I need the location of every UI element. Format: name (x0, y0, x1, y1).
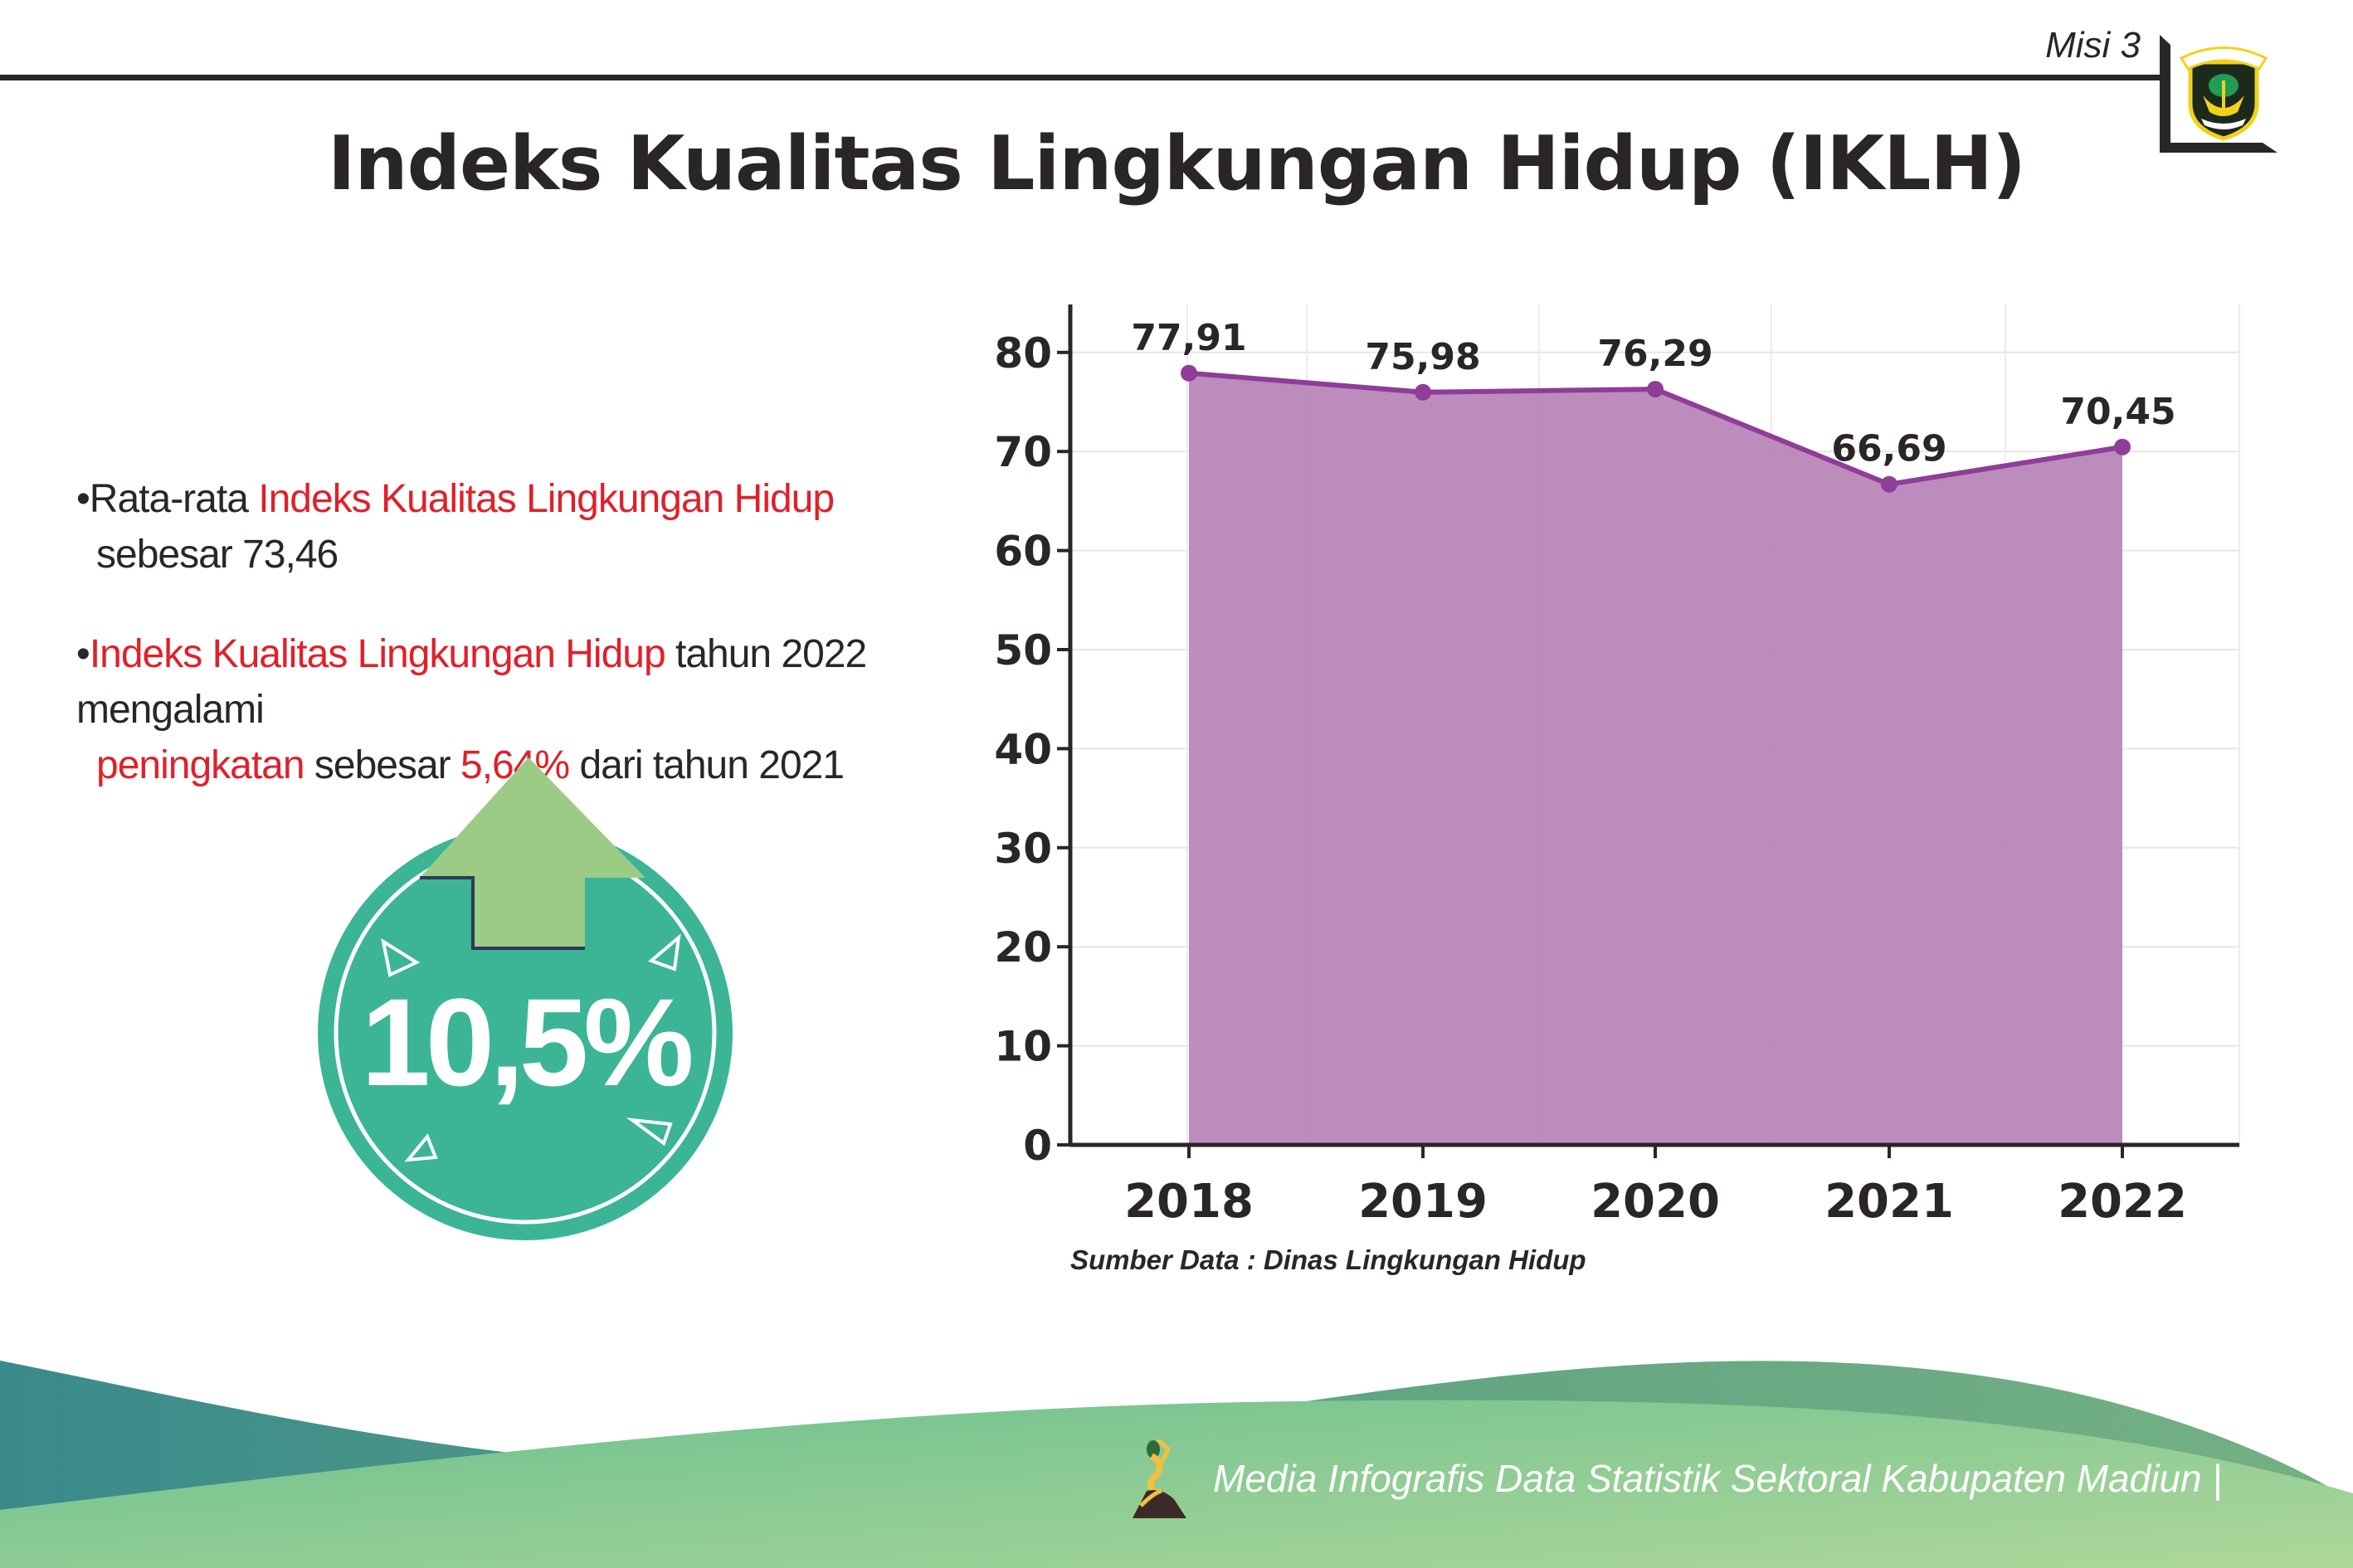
bullet-text: dari tahun 2021 (569, 743, 845, 787)
y-tick-label: 10 (994, 1023, 1052, 1071)
y-tick-label: 0 (1023, 1122, 1052, 1170)
bullet-text: tahun 2022 mengalami (76, 632, 867, 732)
infografis-mascot-icon (1133, 1439, 1186, 1518)
y-tick-label: 70 (994, 428, 1052, 476)
y-tick-label: 20 (994, 923, 1052, 971)
data-point (1881, 475, 1898, 493)
bullet-highlight: Indeks Kualitas Lingkungan Hidup (258, 477, 835, 521)
y-tick-label: 80 (994, 329, 1052, 377)
y-tick-label: 30 (994, 825, 1052, 873)
bullet-text: •Rata-rata (76, 477, 259, 521)
bullet-text: sebesar 73,46 (96, 533, 339, 577)
sparkle-icon (381, 933, 681, 1162)
data-label: 75,98 (1365, 336, 1480, 378)
badge-value: 10,5% (361, 972, 694, 1112)
data-label: 66,69 (1831, 428, 1946, 470)
bullet-text: sebesar (304, 743, 460, 787)
data-point (1647, 381, 1664, 398)
area-fill (1189, 373, 2122, 1145)
x-tick-label: 2020 (1591, 1175, 1720, 1229)
y-tick-label: 50 (994, 626, 1052, 674)
badge-circle (318, 825, 733, 1240)
data-point (1415, 383, 1431, 401)
data-source: Sumber Data : Dinas Lingkungan Hidup (1070, 1244, 1586, 1275)
bullet-average: •Rata-rata Indeks Kualitas Lingkungan Hi… (76, 471, 906, 582)
bullet-text: • (76, 632, 90, 676)
footer-text: Media Infografis Data Statistik Sektoral… (1213, 1457, 2223, 1500)
x-tick-label: 2022 (2058, 1175, 2187, 1229)
data-label: 77,91 (1131, 317, 1246, 359)
data-label: 70,45 (2060, 391, 2175, 433)
x-tick-label: 2021 (1824, 1175, 1954, 1229)
bullet-highlight: Indeks Kualitas Lingkungan Hidup (89, 632, 666, 676)
x-tick-label: 2018 (1124, 1175, 1254, 1229)
increase-badge (318, 757, 733, 1240)
data-point (2114, 438, 2131, 455)
arrow-up-icon (420, 757, 645, 950)
bullet-highlight: peningkatan (96, 743, 305, 787)
data-point (1181, 364, 1197, 382)
x-tick-label: 2019 (1358, 1175, 1488, 1229)
section-label: Misi 3 (2045, 25, 2141, 66)
y-tick-label: 60 (994, 528, 1052, 576)
data-label: 76,29 (1597, 333, 1712, 375)
iklh-area-chart: 0 10 20 30 40 50 60 70 80 2018 2019 2020 2021 2022 77,… (994, 304, 2240, 1229)
y-tick-label: 40 (994, 725, 1052, 773)
kabupaten-madiun-logo (2179, 46, 2268, 141)
page-title: Indeks Kualitas Lingkungan Hidup (IKLH) (328, 120, 2026, 207)
